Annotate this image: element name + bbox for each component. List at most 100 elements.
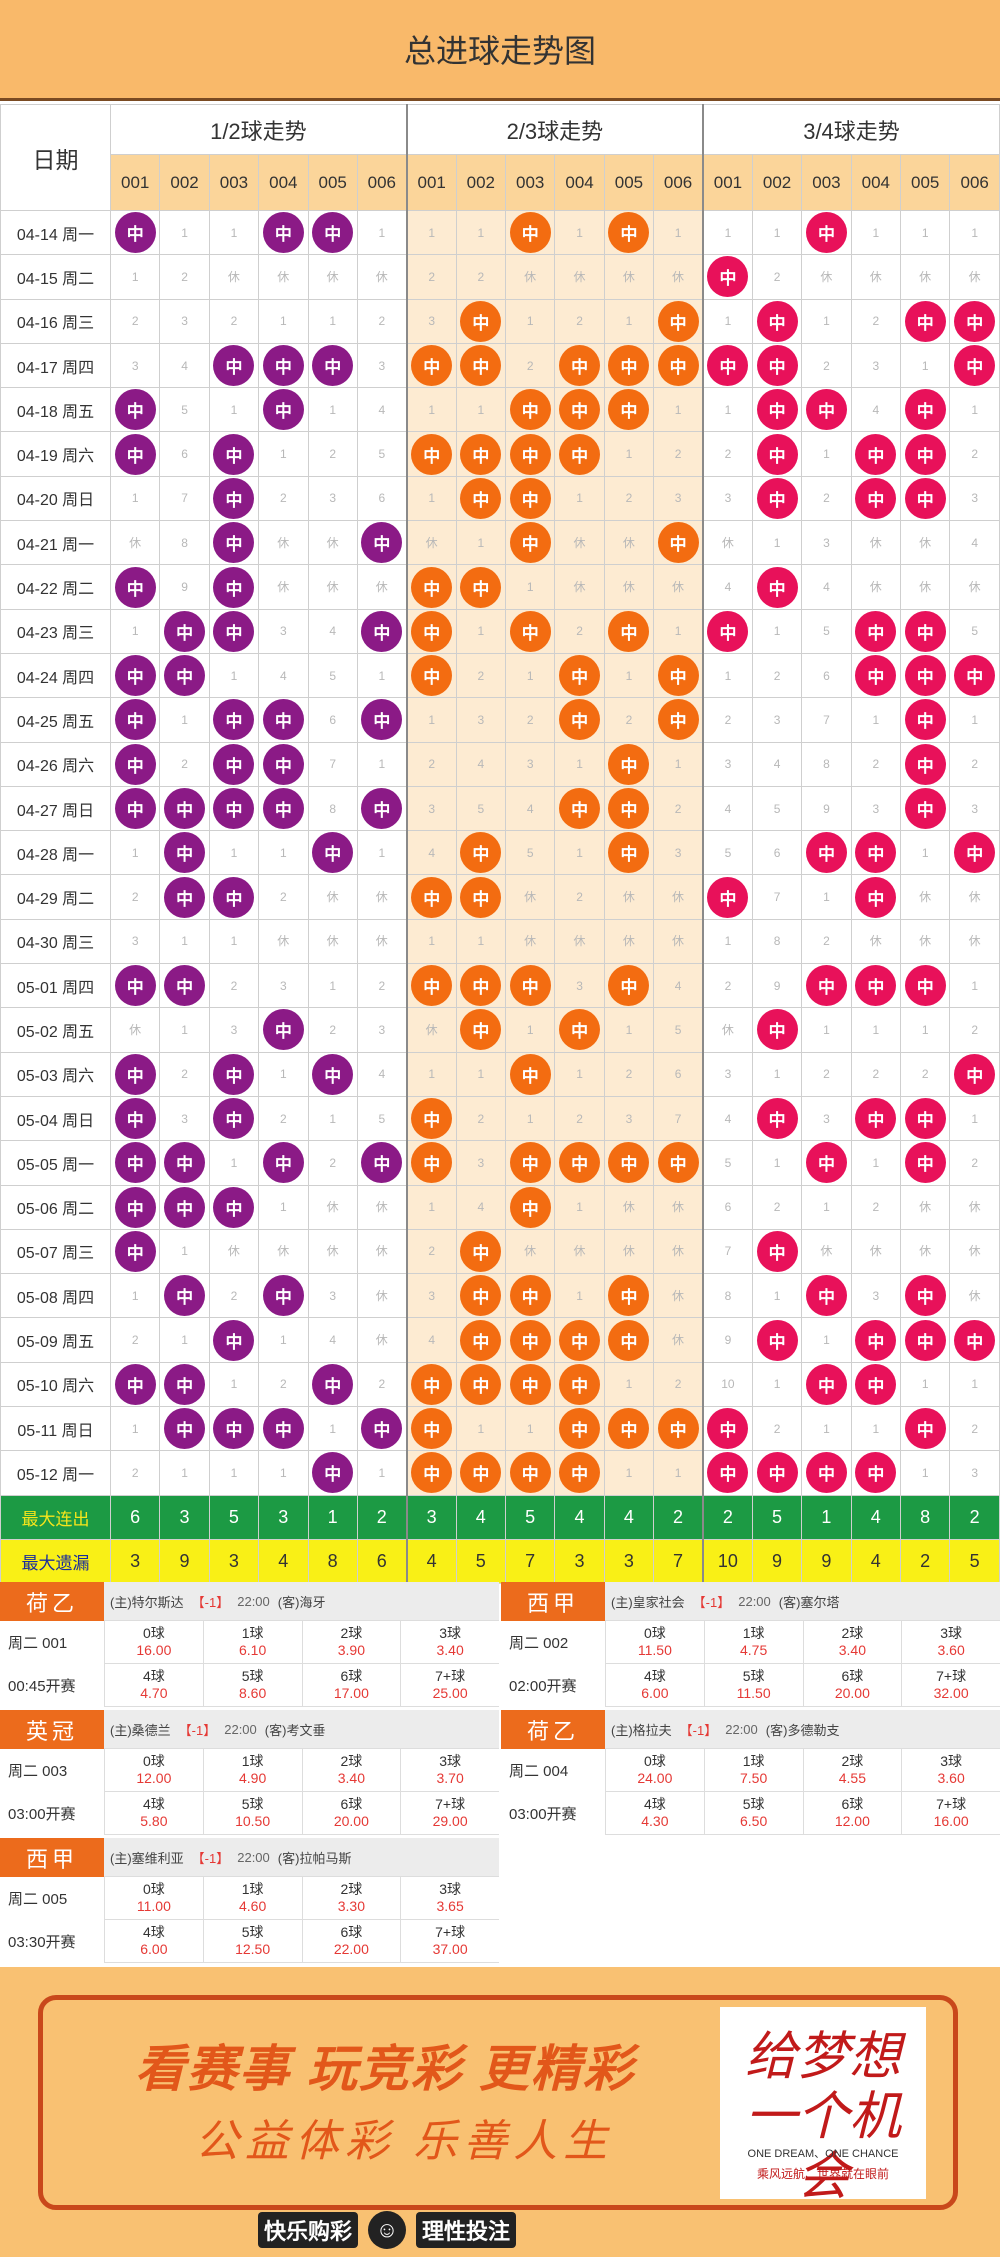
miss-cell: 2: [109, 874, 161, 920]
miss-cell: 6: [653, 1051, 704, 1097]
miss-cell: 休: [850, 1228, 902, 1275]
sub-col-2-4: 004: [554, 154, 605, 211]
odds-option[interactable]: 2球 4.55: [802, 1749, 902, 1792]
odds-option[interactable]: 6球 12.00: [802, 1792, 902, 1835]
hit-marker: 中: [855, 965, 897, 1007]
max-streak-value: 2: [701, 1494, 753, 1540]
match-teams: (主)皇家社会 【-1】 22:00 (客)塞尔塔: [611, 1582, 839, 1621]
trend-row: 05-04 周日中 3 中 2 1 5 中 2 1 2 3 7 4 中 3 中中 1: [0, 1095, 1000, 1142]
miss-value: 4: [724, 1111, 732, 1126]
miss-value: 休: [375, 1288, 388, 1303]
hit-marker: 中: [361, 610, 403, 652]
miss-value: 1: [773, 1377, 781, 1392]
odds-option[interactable]: 7+球 29.00: [400, 1792, 499, 1835]
max-miss-value: 7: [504, 1538, 556, 1584]
odds-option[interactable]: 3球 3.60: [901, 1621, 1000, 1664]
odds-option[interactable]: 6球 22.00: [301, 1920, 401, 1963]
hit-cell: 中: [899, 697, 951, 743]
odds-option[interactable]: 7+球 37.00: [400, 1920, 499, 1963]
miss-value: 7: [823, 712, 830, 727]
odds-option[interactable]: 1球 4.60: [202, 1877, 302, 1920]
odds-option[interactable]: 4球 6.00: [605, 1664, 704, 1707]
odds-option[interactable]: 4球 4.30: [605, 1792, 704, 1835]
miss-cell: 1: [109, 608, 161, 654]
odds-option[interactable]: 0球 11.00: [104, 1877, 203, 1920]
miss-cell: 2: [850, 741, 902, 787]
odds-option[interactable]: 0球 12.00: [104, 1749, 203, 1792]
hit-cell: 中: [455, 830, 507, 876]
hit-cell: 中: [554, 1007, 605, 1053]
odds-option[interactable]: 2球 3.90: [301, 1621, 401, 1664]
hit-marker: 中: [460, 345, 502, 387]
hit-marker: 中: [164, 1186, 206, 1228]
hit-cell: 中: [504, 431, 556, 477]
miss-cell: 休: [850, 564, 902, 610]
hit-cell: 中: [405, 1095, 457, 1142]
odds-option[interactable]: 7+球 16.00: [901, 1792, 1000, 1835]
miss-value: 4: [477, 1200, 485, 1215]
odds-option[interactable]: 6球 17.00: [301, 1664, 401, 1707]
odds-value: 3.70: [436, 1770, 464, 1786]
miss-cell: 1: [603, 1361, 655, 1408]
odds-option[interactable]: 3球 3.70: [400, 1749, 499, 1792]
hit-marker: 中: [164, 1275, 206, 1317]
odds-option[interactable]: 5球 6.50: [703, 1792, 803, 1835]
odds-option[interactable]: 0球 11.50: [605, 1621, 704, 1664]
odds-option[interactable]: 2球 3.40: [802, 1621, 902, 1664]
miss-cell: 2: [554, 1095, 605, 1142]
odds-option[interactable]: 5球 8.60: [202, 1664, 302, 1707]
odds-option[interactable]: 2球 3.40: [301, 1749, 401, 1792]
odds-option[interactable]: 4球 6.00: [104, 1920, 203, 1963]
miss-cell: 1: [949, 209, 1000, 256]
miss-value: 休: [622, 580, 635, 595]
miss-cell: 1: [949, 387, 1000, 433]
miss-cell: 休: [949, 254, 1000, 300]
miss-cell: 3: [455, 1140, 507, 1186]
hit-marker: 中: [361, 1408, 403, 1450]
odds-option[interactable]: 0球 16.00: [104, 1621, 203, 1664]
miss-cell: 3: [109, 918, 161, 965]
hit-cell: 中: [603, 209, 655, 256]
miss-value: 2: [674, 1377, 682, 1392]
miss-value: 1: [971, 402, 979, 417]
odds-option[interactable]: 4球 5.80: [104, 1792, 203, 1835]
odds-option[interactable]: 0球 24.00: [605, 1749, 704, 1792]
odds-option[interactable]: 5球 12.50: [202, 1920, 302, 1963]
odds-option[interactable]: 6球 20.00: [301, 1792, 401, 1835]
odds-option[interactable]: 1球 6.10: [202, 1621, 302, 1664]
hit-cell: 中: [159, 1406, 210, 1452]
hit-cell: 中: [801, 1450, 852, 1496]
hit-marker: 中: [411, 1408, 453, 1450]
miss-cell: 1: [949, 1361, 1000, 1408]
odds-option[interactable]: 7+球 32.00: [901, 1664, 1000, 1707]
miss-value: 2: [823, 491, 830, 506]
goal-label: 7+球: [435, 1796, 466, 1812]
miss-cell: 1: [504, 652, 556, 699]
row-date: 04-26 周六: [0, 741, 111, 787]
miss-value: 休: [919, 1244, 932, 1259]
odds-option[interactable]: 3球 3.65: [400, 1877, 499, 1920]
odds-option[interactable]: 6球 20.00: [802, 1664, 902, 1707]
miss-cell: 1: [504, 1095, 556, 1142]
odds-grid: 0球 11.00 1球 4.60 2球 3.30 3球 3.65 4球 6.00 5球 12.50 6球…: [104, 1877, 499, 1963]
odds-value: 4.75: [740, 1642, 768, 1658]
hit-marker: 中: [559, 389, 601, 431]
odds-option[interactable]: 5球 11.50: [703, 1664, 803, 1707]
odds-option[interactable]: 1球 4.90: [202, 1749, 302, 1792]
odds-option[interactable]: 4球 4.70: [104, 1664, 203, 1707]
miss-value: 休: [919, 1200, 932, 1215]
goal-label: 2球: [340, 1881, 363, 1897]
odds-option[interactable]: 1球 7.50: [703, 1749, 803, 1792]
hit-cell: 中: [258, 1273, 309, 1319]
odds-option[interactable]: 7+球 25.00: [400, 1664, 499, 1707]
odds-option[interactable]: 5球 10.50: [202, 1792, 302, 1835]
hit-cell: 中: [356, 608, 408, 654]
odds-option[interactable]: 2球 3.30: [301, 1877, 401, 1920]
odds-option[interactable]: 1球 4.75: [703, 1621, 803, 1664]
miss-cell: 1: [307, 963, 358, 1009]
odds-option[interactable]: 3球 3.40: [400, 1621, 499, 1664]
miss-value: 1: [477, 535, 485, 550]
miss-value: 6: [724, 1200, 732, 1215]
odds-option[interactable]: 3球 3.60: [901, 1749, 1000, 1792]
hit-cell: 中: [455, 298, 507, 344]
